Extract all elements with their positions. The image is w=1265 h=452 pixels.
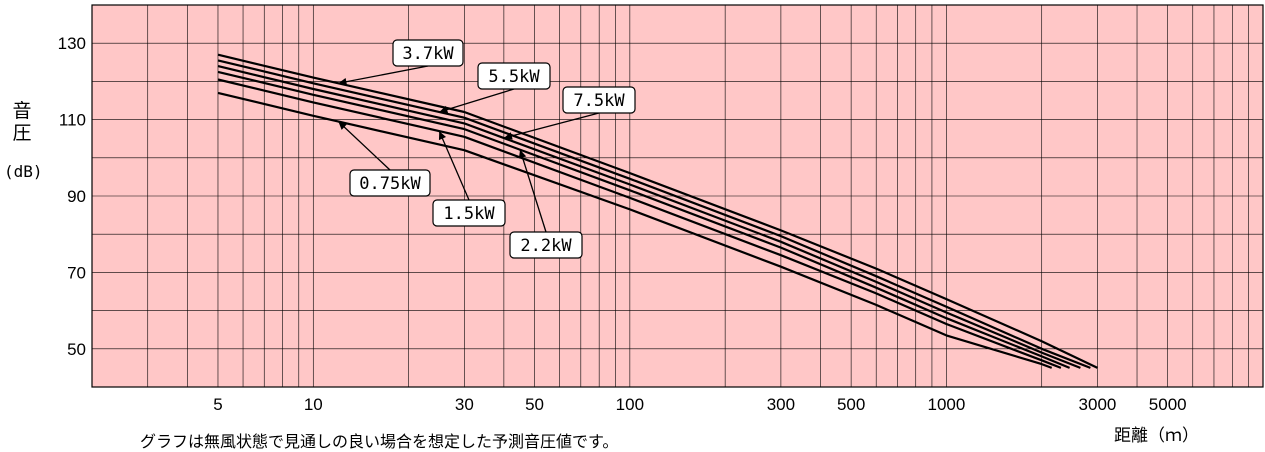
x-axis-title: 距離（ｍ） — [1114, 426, 1199, 446]
y-tick-label: 130 — [58, 34, 86, 53]
label-box-1.5kW — [432, 199, 506, 227]
x-tick-label: 5 — [213, 395, 222, 414]
series-line-3.7kW — [217, 53, 1098, 369]
series-line-0.75kW — [217, 91, 1053, 369]
y-tick-label: 50 — [67, 340, 86, 359]
series-line-2.2kW — [217, 70, 1071, 369]
pointer-2.2kW — [519, 149, 547, 233]
series-lines — [217, 53, 1098, 369]
pointer-3.7kW — [338, 65, 429, 84]
pointer-5.5kW — [439, 88, 515, 113]
series-label: 1.5kW — [443, 204, 495, 224]
x-tick-label: 3000 — [1079, 395, 1117, 414]
x-tick-label: 500 — [837, 395, 865, 414]
series-line-7.5kW — [217, 65, 1081, 369]
label-box-2.2kW — [509, 231, 583, 259]
series-label: 5.5kW — [488, 67, 540, 87]
label-box-5.5kW — [477, 62, 551, 90]
x-tick-label: 10 — [304, 395, 323, 414]
pointer-0.75kW — [337, 121, 391, 171]
y-tick-label: 110 — [59, 111, 86, 130]
series-label: 3.7kW — [402, 44, 454, 64]
series-line-1.5kW — [217, 78, 1062, 369]
y-axis-title: 音圧 — [12, 100, 32, 144]
x-tick-label: 50 — [525, 395, 544, 414]
pointer-arrowhead — [438, 131, 447, 141]
x-tick-label: 300 — [767, 395, 795, 414]
pointer-7.5kW — [503, 112, 600, 139]
footnote: グラフは無風状態で見通しの良い場合を想定した予測音圧値です。 — [140, 432, 619, 451]
x-tick-label: 5000 — [1149, 395, 1187, 414]
y-tick-label: 70 — [67, 263, 86, 282]
x-tick-labels: 5 10 30 50 100 300 500 1000 3000 5000 — [213, 395, 1186, 414]
series-label: 2.2kW — [520, 236, 572, 256]
series-label: 0.75kW — [359, 174, 421, 194]
label-box-0.75kW — [349, 169, 431, 197]
plot-border — [91, 4, 1264, 388]
pointer-arrowhead — [338, 77, 348, 86]
x-tick-label: 30 — [455, 395, 474, 414]
label-pointers — [337, 65, 600, 233]
pointer-1.5kW — [438, 130, 470, 201]
series-label: 7.5kW — [573, 91, 625, 111]
x-tick-label: 1000 — [928, 395, 966, 414]
pointer-arrowhead — [439, 105, 449, 114]
pointer-arrowhead — [518, 149, 527, 159]
pointer-arrowhead — [338, 121, 347, 130]
y-tick-label: 90 — [67, 187, 86, 206]
pointer-arrowhead — [503, 132, 513, 140]
series-labels: 3.7kW 5.5kW 7.5kW 0.75kW 1.5kW 2.2kW — [349, 39, 636, 259]
x-tick-label: 100 — [616, 395, 644, 414]
y-axis-unit: (dB) — [4, 162, 43, 181]
label-box-7.5kW — [562, 86, 636, 114]
label-box-3.7kW — [392, 39, 464, 67]
y-tick-labels: 50 70 90 110 130 — [58, 34, 86, 359]
series-line-5.5kW — [217, 59, 1091, 369]
